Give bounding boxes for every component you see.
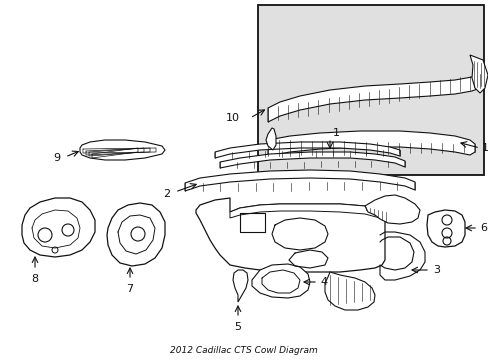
Text: 5: 5	[234, 322, 241, 332]
Text: 8: 8	[31, 274, 39, 284]
Text: 1: 1	[332, 128, 339, 138]
Text: 11: 11	[481, 143, 488, 153]
Polygon shape	[325, 272, 374, 310]
Polygon shape	[215, 142, 399, 158]
Polygon shape	[364, 195, 419, 224]
FancyBboxPatch shape	[258, 5, 483, 175]
Text: 9: 9	[53, 153, 60, 163]
Polygon shape	[22, 198, 95, 257]
Polygon shape	[426, 210, 464, 247]
Polygon shape	[107, 203, 164, 266]
Polygon shape	[220, 152, 404, 168]
Polygon shape	[232, 270, 247, 302]
Text: 3: 3	[432, 265, 439, 275]
Text: 2: 2	[163, 189, 170, 199]
Polygon shape	[267, 74, 479, 122]
Polygon shape	[251, 264, 309, 298]
Text: 4: 4	[319, 277, 326, 287]
Text: 10: 10	[225, 113, 240, 123]
Polygon shape	[267, 131, 474, 156]
Polygon shape	[229, 204, 379, 218]
Text: 2012 Cadillac CTS Cowl Diagram: 2012 Cadillac CTS Cowl Diagram	[170, 346, 317, 355]
Polygon shape	[469, 55, 487, 93]
Text: 6: 6	[479, 223, 486, 233]
Polygon shape	[80, 140, 164, 160]
Text: 7: 7	[126, 284, 133, 294]
Polygon shape	[196, 198, 384, 272]
Polygon shape	[184, 170, 414, 191]
Polygon shape	[265, 128, 275, 150]
